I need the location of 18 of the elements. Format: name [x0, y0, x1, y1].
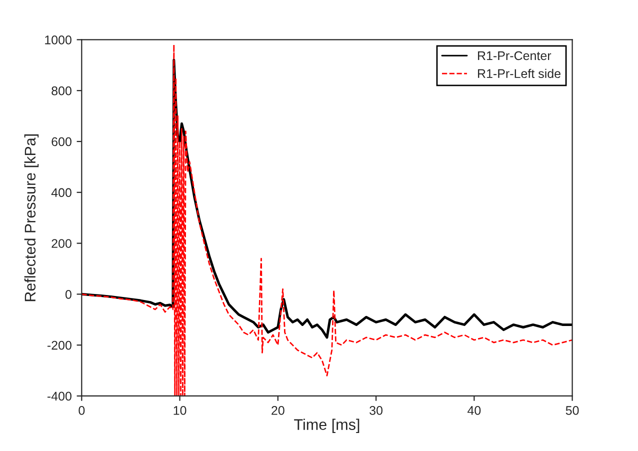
y-tick-label: 600 [52, 137, 72, 146]
y-tick-label: 400 [51, 188, 72, 198]
x-tick-label: 0 [78, 406, 85, 415]
y-tick-label: 1000 [45, 35, 72, 44]
x-tick-label: 50 [566, 406, 579, 415]
y-tick-label: 0 [65, 290, 72, 299]
y-tick-label: 200 [52, 239, 72, 248]
y-axis-title: Reflected Pressure [kPa] [24, 134, 39, 302]
x-tick-label: 40 [468, 406, 481, 415]
x-tick-label: 10 [174, 406, 186, 415]
legend-label: R1-Pr-Center [478, 51, 552, 60]
y-tick-label: -400 [47, 392, 72, 401]
y-tick-label: 800 [52, 86, 72, 96]
x-tick-label: 30 [370, 406, 382, 415]
legend-label: R1-Pr-Left side [478, 68, 560, 78]
x-tick-label: 20 [272, 406, 284, 415]
x-axis-title: Time [ms] [294, 418, 360, 433]
y-tick-label: -200 [47, 340, 72, 350]
